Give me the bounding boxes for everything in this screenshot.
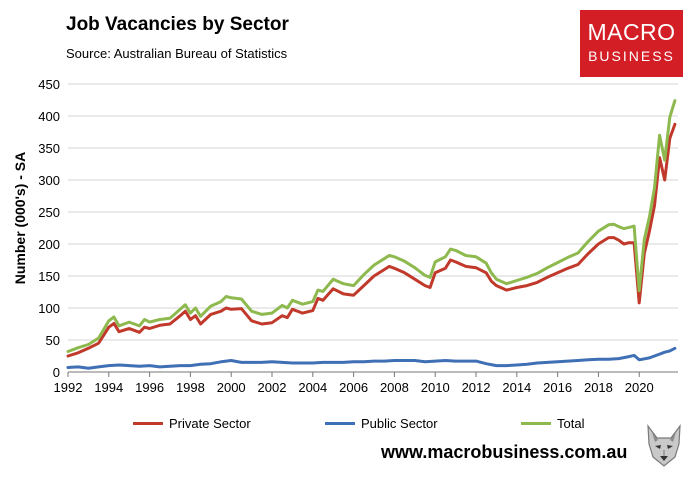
chart-title: Job Vacancies by Sector (66, 14, 289, 35)
series-line-private-sector (66, 122, 677, 358)
x-tick-label: 2016 (543, 380, 572, 395)
y-tick-label: 400 (38, 109, 60, 124)
x-tick-label: 2012 (462, 380, 491, 395)
legend-label: Total (557, 416, 585, 431)
y-tick-label: 300 (38, 173, 60, 188)
y-axis-label: Number (000's) - SA (12, 152, 28, 284)
legend-swatch (521, 422, 551, 425)
logo-line-2: BUSINESS (588, 48, 675, 64)
website-url: www.macrobusiness.com.au (381, 442, 628, 462)
legend-label: Public Sector (361, 416, 438, 431)
y-tick-label: 0 (53, 365, 60, 380)
logo-line-1: MACRO (587, 19, 676, 45)
x-tick-label: 1994 (94, 380, 123, 395)
y-tick-label: 450 (38, 77, 60, 92)
x-tick-label: 1996 (135, 380, 164, 395)
x-tick-label: 2004 (298, 380, 327, 395)
x-tick-label: 2014 (502, 380, 531, 395)
y-tick-label: 250 (38, 205, 60, 220)
legend-item-public-sector: Public Sector (325, 416, 438, 431)
legend-label: Private Sector (169, 416, 251, 431)
x-tick-label: 2000 (217, 380, 246, 395)
gridlines (68, 83, 678, 341)
chart-subtitle: Source: Australian Bureau of Statistics (66, 46, 288, 61)
x-tick-label: 2008 (380, 380, 409, 395)
x-tick-label: 1992 (54, 380, 83, 395)
x-tick-label: 2010 (421, 380, 450, 395)
legend-item-private-sector: Private Sector (133, 416, 251, 431)
y-tick-label: 50 (46, 333, 60, 348)
y-tick-label: 200 (38, 237, 60, 252)
x-tick-labels: 1992 1994 1996 1998 2000 2002 2004 2006 2008 2010… (54, 380, 654, 395)
line-chart: 0 50 100 150 200 250 300 350 400 450 1992 1994 1996… (12, 77, 678, 395)
y-tick-label: 150 (38, 269, 60, 284)
legend-swatch (133, 422, 163, 425)
legend-swatch (325, 422, 355, 425)
wolf-icon (647, 424, 681, 467)
y-tick-label: 350 (38, 141, 60, 156)
series-line-public-sector (66, 346, 677, 370)
x-tick-label: 1998 (176, 380, 205, 395)
x-tick-label: 2020 (625, 380, 654, 395)
y-tick-label: 100 (38, 301, 60, 316)
x-tick-label: 2018 (584, 380, 613, 395)
x-tick-label: 2006 (339, 380, 368, 395)
macrobusiness-logo: MACRO BUSINESS (580, 10, 683, 77)
series-line-total (66, 99, 677, 353)
series-lines (66, 99, 677, 370)
chart-legend: Private Sector Public Sector Total (0, 412, 696, 438)
legend-item-total: Total (521, 416, 584, 431)
axes (67, 371, 678, 377)
y-tick-labels: 0 50 100 150 200 250 300 350 400 450 (38, 77, 60, 380)
x-tick-label: 2002 (258, 380, 287, 395)
